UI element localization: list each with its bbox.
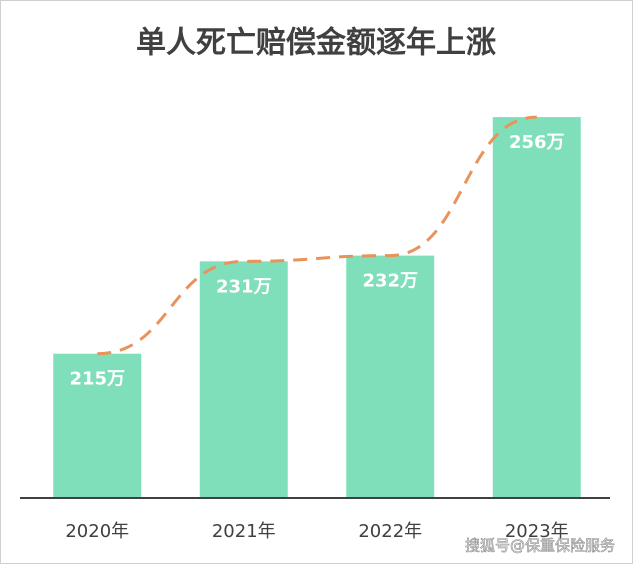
x-tick-label: 2022年 — [358, 521, 422, 542]
value-label: 231万 — [216, 276, 272, 297]
x-tick-label: 2023年 — [505, 521, 569, 542]
x-tick-label: 2020年 — [65, 521, 129, 542]
trend-line — [97, 115, 537, 356]
chart-title: 单人死亡赔偿金额逐年上涨 — [136, 26, 496, 61]
bar — [53, 353, 142, 498]
x-tick-label: 2021年 — [212, 521, 276, 542]
value-label: 256万 — [509, 132, 565, 153]
bar — [346, 255, 435, 498]
bar — [492, 117, 581, 498]
bar — [199, 261, 288, 498]
value-label: 215万 — [69, 369, 125, 390]
value-label: 232万 — [362, 271, 418, 292]
watermark: 搜狐号@保重保险服务 — [465, 537, 615, 555]
